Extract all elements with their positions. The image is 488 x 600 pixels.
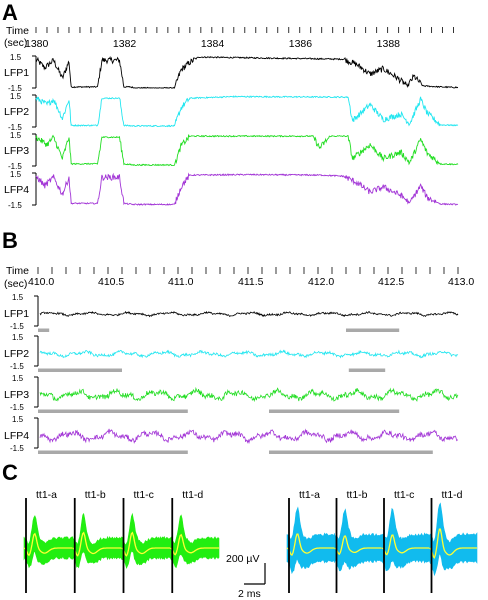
waveform-band-tt1-a bbox=[286, 506, 335, 575]
series-line-LFP2 bbox=[39, 349, 459, 359]
panel-a-xlabel: Time bbox=[6, 25, 29, 37]
mean-waveform-tt1-b bbox=[334, 535, 382, 555]
series-label: LFP1 bbox=[4, 67, 29, 79]
y-tick-label: 1.5 bbox=[12, 293, 24, 302]
y-tick-label: 1.5 bbox=[10, 170, 22, 179]
waveform-band-tt1-d bbox=[170, 514, 220, 569]
panel-a-time-axis: 1380 1382 1384 1386 1388 bbox=[25, 27, 455, 50]
y-tick-label: 1.5 bbox=[12, 374, 24, 383]
y-tick-label: 1.5 bbox=[10, 131, 22, 140]
panel-letter-a: A bbox=[2, 0, 18, 25]
y-tick-label: 1.5 bbox=[12, 333, 24, 342]
panel-letter-c: C bbox=[2, 460, 18, 485]
channel-label-tt1-a: tt1-a bbox=[299, 489, 320, 501]
state-bar bbox=[346, 328, 400, 332]
y-tick-label: -1.5 bbox=[10, 444, 24, 453]
panel-a-traces: 1.5-1.5LFP11.5-1.5LFP21.5-1.5LFP31.5-1.5… bbox=[4, 53, 459, 210]
y-tick-label: -1.5 bbox=[8, 84, 22, 93]
channel-label-tt1-a: tt1-a bbox=[36, 489, 57, 501]
y-tick-label: -1.5 bbox=[8, 123, 22, 132]
channel-label-tt1-d: tt1-d bbox=[442, 489, 463, 501]
series-label: LFP2 bbox=[4, 106, 29, 118]
y-tick-label: -1.5 bbox=[8, 162, 22, 171]
waveform-band-tt1-a bbox=[23, 515, 74, 569]
state-bar bbox=[38, 450, 188, 454]
series-label: LFP2 bbox=[4, 348, 29, 360]
y-tick-label: -1.5 bbox=[10, 362, 24, 371]
mean-waveform-tt1-c bbox=[381, 534, 430, 556]
state-bar bbox=[269, 450, 433, 454]
scale-bar-x-label: 2 ms bbox=[238, 588, 261, 600]
tick-label: 413.0 bbox=[448, 276, 474, 288]
panel-c-right-waveforms: tt1-a tt1-b tt1-c tt1-d bbox=[286, 489, 478, 593]
mean-waveform-tt1-a bbox=[286, 533, 335, 557]
waveform-band-tt1-b bbox=[72, 512, 122, 569]
series-label: LFP4 bbox=[4, 430, 29, 442]
channel-label-tt1-c: tt1-c bbox=[134, 489, 154, 501]
y-tick-label: 1.5 bbox=[10, 53, 22, 62]
tick-label: 411.0 bbox=[168, 276, 194, 288]
y-tick-label: 1.5 bbox=[10, 92, 22, 101]
channel-label-tt1-b: tt1-b bbox=[85, 489, 106, 501]
channel-label-tt1-d: tt1-d bbox=[182, 489, 203, 501]
y-tick-label: -1.5 bbox=[10, 403, 24, 412]
tick-label: 411.5 bbox=[238, 276, 264, 288]
channel-label-tt1-c: tt1-c bbox=[394, 489, 414, 501]
series-line-LFP3 bbox=[39, 386, 459, 403]
mean-waveform-tt1-a bbox=[23, 532, 73, 557]
mean-waveform-tt1-c bbox=[121, 531, 171, 557]
panel-a-xunit: (sec) bbox=[4, 37, 27, 49]
series-label: LFP1 bbox=[4, 308, 29, 320]
series-line-LFP4 bbox=[35, 172, 459, 206]
state-bar bbox=[269, 409, 400, 413]
waveform-band-tt1-d bbox=[429, 502, 478, 577]
mean-waveform-tt1-d bbox=[429, 528, 477, 559]
panel-b-xunit: (sec) bbox=[4, 278, 27, 290]
series-line-LFP1 bbox=[35, 55, 459, 89]
waveform-band-tt1-c bbox=[381, 507, 430, 572]
series-label: LFP3 bbox=[4, 389, 29, 401]
series-line-LFP1 bbox=[39, 310, 459, 318]
tick-label: 1380 bbox=[25, 38, 49, 50]
tick-label: 1382 bbox=[113, 38, 137, 50]
mean-waveform-tt1-b bbox=[72, 531, 122, 557]
scale-bar: 200 µV 2 ms bbox=[226, 553, 266, 600]
series-line-LFP4 bbox=[39, 428, 459, 445]
state-bar bbox=[348, 368, 386, 372]
panel-b-time-axis: 410.0 410.5 411.0 411.5 412.0 412.5 413.0 bbox=[28, 267, 474, 288]
panel-b-xlabel: Time bbox=[6, 265, 29, 277]
state-bar bbox=[38, 328, 50, 332]
panel-letter-b: B bbox=[2, 228, 18, 253]
y-tick-label: -1.5 bbox=[10, 322, 24, 331]
waveform-band-tt1-c bbox=[121, 512, 171, 569]
state-bar bbox=[38, 368, 122, 372]
panel-b-traces: 1.5 -1.5 LFP1 1.5 -1.5 LFP2 1.5 -1.5 LFP3 1.5 -1.5… bbox=[4, 293, 459, 454]
y-tick-label: 1.5 bbox=[12, 415, 24, 424]
tick-label: 1386 bbox=[289, 38, 313, 50]
series-line-LFP2 bbox=[35, 95, 459, 128]
series-label: LFP3 bbox=[4, 145, 29, 157]
tick-label: 412.5 bbox=[378, 276, 404, 288]
tick-label: 410.5 bbox=[98, 276, 124, 288]
y-tick-label: -1.5 bbox=[8, 201, 22, 210]
state-bar bbox=[38, 409, 188, 413]
scale-bar-y-label: 200 µV bbox=[226, 553, 260, 565]
series-line-LFP3 bbox=[35, 134, 459, 167]
panel-c-left-waveforms: tt1-a tt1-b tt1-c tt1-d bbox=[23, 489, 220, 593]
tick-label: 412.0 bbox=[308, 276, 334, 288]
tick-label: 410.0 bbox=[28, 276, 54, 288]
tick-label: 1384 bbox=[201, 38, 225, 50]
tick-label: 1388 bbox=[377, 38, 401, 50]
channel-label-tt1-b: tt1-b bbox=[347, 489, 368, 501]
waveform-band-tt1-b bbox=[334, 508, 383, 572]
mean-waveform-tt1-d bbox=[170, 533, 219, 556]
series-label: LFP4 bbox=[4, 184, 29, 196]
